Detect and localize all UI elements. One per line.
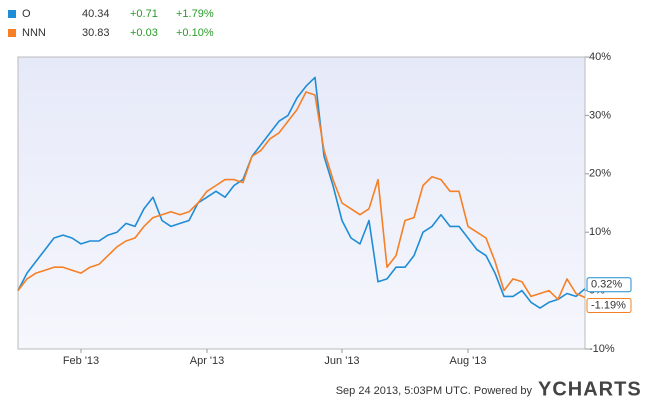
- legend-swatch: [8, 10, 16, 18]
- y-tick-label: 10%: [589, 226, 611, 238]
- legend-swatch: [8, 29, 16, 37]
- y-tick-label: -10%: [589, 343, 615, 355]
- end-label: 0.32%: [591, 279, 622, 291]
- y-tick-label: 30%: [589, 109, 611, 121]
- legend-name: NNN: [22, 27, 46, 39]
- quote-value: +1.79%: [176, 8, 214, 20]
- end-label-box: [586, 277, 632, 293]
- x-tick-label: Aug '13: [450, 355, 487, 367]
- y-tick-label: 20%: [589, 168, 611, 180]
- timestamp: Sep 24 2013, 5:03PM UTC. Powered by: [336, 385, 533, 397]
- plot-area: [17, 56, 586, 350]
- y-tick-label: 40%: [589, 51, 611, 63]
- quote-value: +0.10%: [176, 27, 214, 39]
- x-tick-label: Feb '13: [63, 355, 99, 367]
- end-label: -1.19%: [591, 299, 626, 311]
- quote-value: 40.34: [82, 8, 110, 20]
- legend-name: O: [22, 8, 31, 20]
- end-label-box: [586, 298, 632, 314]
- series-line: [17, 91, 586, 301]
- quote-value: +0.03: [130, 27, 158, 39]
- series-line: [17, 76, 586, 309]
- quote-value: 30.83: [82, 27, 110, 39]
- x-tick-label: Jun '13: [324, 355, 359, 367]
- brand-logo: YCHARTS: [538, 378, 642, 400]
- quote-value: +0.71: [130, 8, 158, 20]
- x-tick-label: Apr '13: [190, 355, 225, 367]
